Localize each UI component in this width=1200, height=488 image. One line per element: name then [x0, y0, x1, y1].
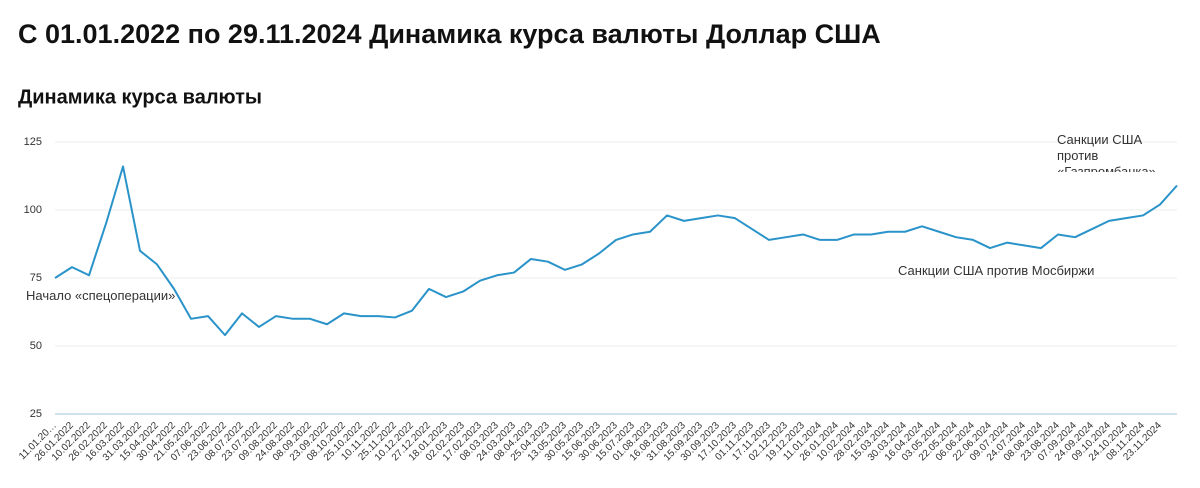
annotation-text: Санкции США против Мосбиржи	[898, 263, 1095, 278]
annotation-text: Санкции США против «Газпромбанка»	[1057, 132, 1156, 172]
annotation: Санкции США против «Газпромбанка»	[1057, 132, 1156, 172]
chart-title: Динамика курса валюты	[18, 86, 262, 108]
annotation: Санкции США против Мосбиржи	[898, 263, 1095, 278]
annotation-text: Начало «спецоперации»	[26, 288, 176, 303]
y-tick-label: 125	[24, 136, 42, 148]
page-title: С 01.01.2022 по 29.11.2024 Динамика курс…	[18, 19, 881, 49]
y-tick-label: 100	[24, 204, 42, 216]
y-tick-label: 50	[30, 340, 42, 352]
annotation: Начало «спецоперации»	[26, 288, 176, 303]
line-series	[54, 165, 1178, 337]
y-tick-label: 75	[30, 272, 42, 284]
y-tick-label: 25	[30, 408, 42, 420]
